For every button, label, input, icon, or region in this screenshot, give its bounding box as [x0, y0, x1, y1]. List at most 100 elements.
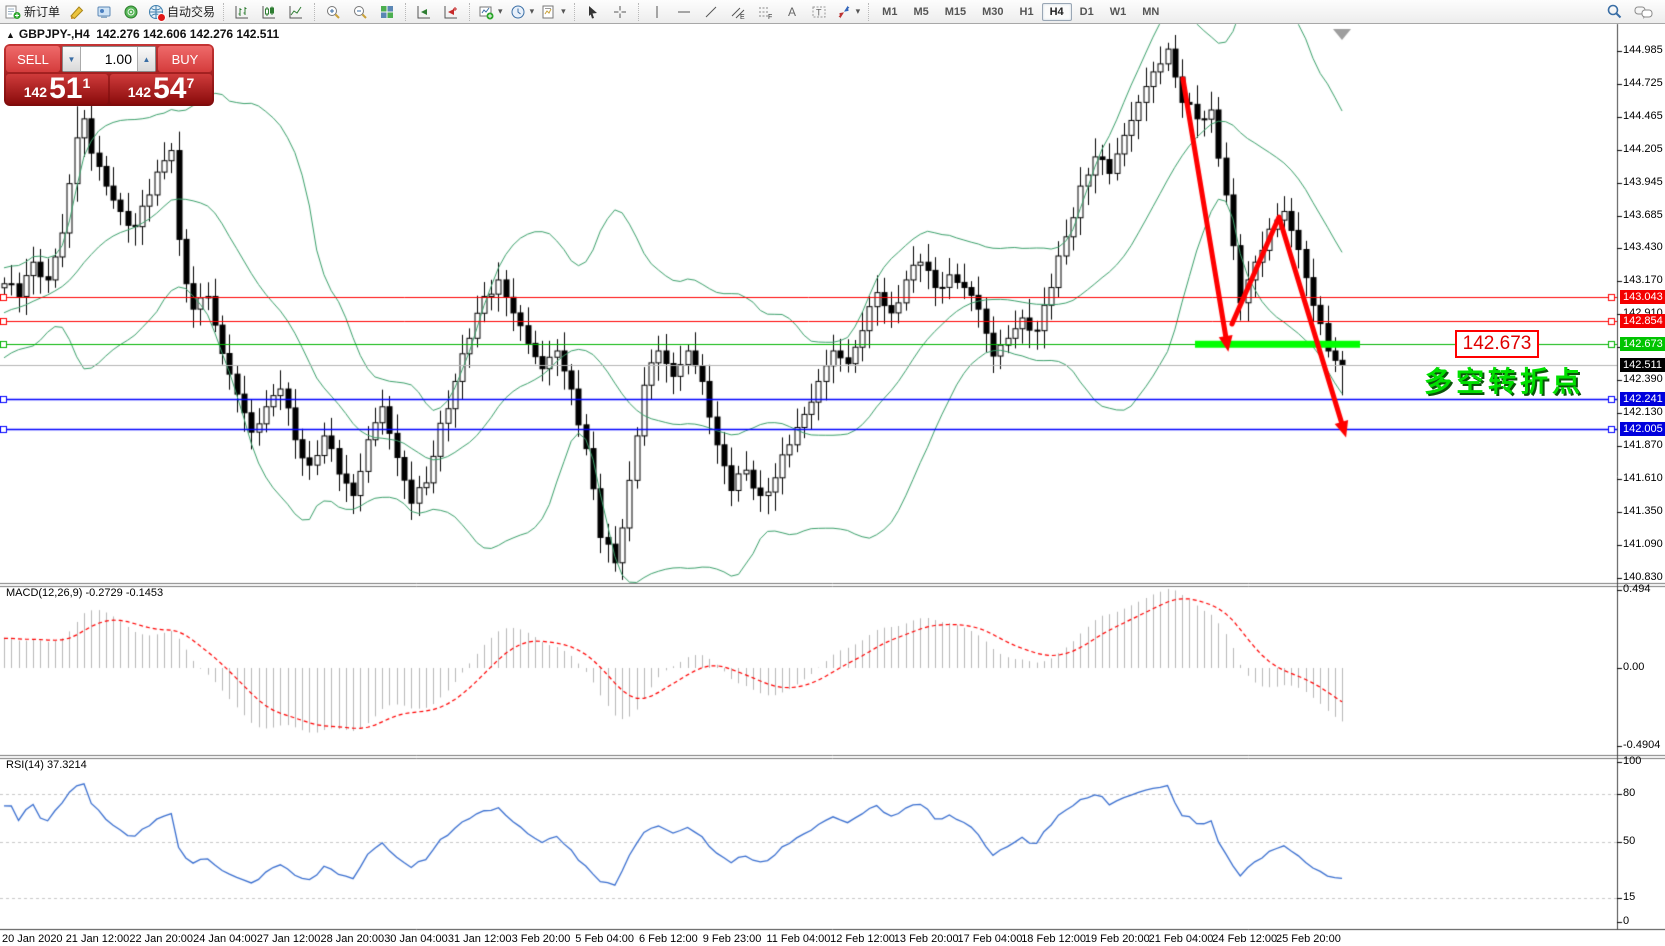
price-axis-tick[interactable]: 141.090	[1623, 538, 1663, 551]
strategy-tester-button[interactable]	[118, 2, 144, 22]
template-button[interactable]: ▾	[538, 2, 569, 22]
metaeditor-button[interactable]	[64, 2, 90, 22]
fibonacci-button[interactable]: F	[752, 2, 778, 22]
zoom-in-button[interactable]	[320, 2, 346, 22]
macd-axis-tick[interactable]: 0.494	[1623, 582, 1651, 595]
time-axis-label[interactable]: 22 Jan 20:00	[129, 933, 194, 945]
price-axis-tick[interactable]: 143.170	[1623, 274, 1663, 287]
macd-axis-tick[interactable]: -0.4904	[1623, 738, 1661, 751]
time-axis-label[interactable]: 27 Jan 12:00	[256, 933, 321, 945]
time-axis-label[interactable]: 13 Feb 20:00	[893, 933, 959, 945]
rsi-axis-tick[interactable]: 15	[1623, 891, 1636, 903]
price-axis-tick[interactable]: 141.870	[1623, 439, 1663, 452]
period-button[interactable]: ▾	[507, 2, 538, 22]
cursor-button[interactable]	[580, 2, 606, 22]
equidistant-channel-button[interactable]: E	[725, 2, 751, 22]
time-axis-label[interactable]: 30 Jan 04:00	[384, 933, 448, 945]
new-chart-button[interactable]: ▾	[475, 2, 506, 22]
one-click-trading-panel: SELL ▼ 1.00 ▲ BUY 142 51 1 142 54 7	[4, 44, 214, 106]
text-button[interactable]: A	[779, 2, 805, 22]
vertical-line-icon	[650, 4, 664, 20]
timeframe-m5-button[interactable]: M5	[913, 5, 929, 18]
timeframe-h1-button[interactable]: H1	[1019, 5, 1034, 18]
buy-price-display[interactable]: 142 54 7	[110, 74, 212, 104]
time-axis-label[interactable]: 12 Feb 12:00	[830, 933, 895, 945]
price-axis-tick[interactable]: 140.830	[1623, 571, 1663, 584]
timeframe-m30-button[interactable]: M30	[982, 5, 1004, 18]
macd-axis-tick[interactable]: 0.00	[1623, 661, 1645, 673]
bar-chart-button[interactable]	[229, 2, 255, 22]
toolbar-separator	[637, 2, 639, 21]
terminal-button[interactable]	[91, 2, 117, 22]
arrows-button[interactable]: ▾	[833, 2, 864, 22]
search-button[interactable]	[1601, 2, 1627, 22]
rsi-axis-tick[interactable]: 0	[1623, 915, 1630, 927]
price-axis-tick[interactable]: 142.130	[1623, 406, 1663, 419]
sell-price-big: 51	[49, 72, 83, 105]
time-axis-label[interactable]: 28 Jan 20:00	[320, 933, 385, 945]
sell-button[interactable]: SELL	[6, 46, 60, 72]
price-axis-tick[interactable]: 144.725	[1623, 76, 1663, 89]
volume-decrease-button[interactable]: ▼	[63, 47, 81, 71]
timeframe-w1-button[interactable]: W1	[1109, 5, 1127, 18]
time-axis-label[interactable]: 9 Feb 23:00	[702, 933, 762, 945]
price-axis-tick[interactable]: 143.430	[1623, 241, 1663, 254]
price-axis-tick[interactable]: 141.350	[1623, 505, 1663, 518]
time-axis-label[interactable]: 21 Jan 12:00	[65, 933, 130, 945]
time-axis-label[interactable]: 24 Feb 12:00	[1212, 933, 1278, 945]
collapse-marker-icon[interactable]: ▲	[6, 30, 15, 40]
time-axis-label[interactable]: 20 Jan 2020	[2, 933, 63, 945]
time-axis-label[interactable]: 24 Jan 04:00	[193, 933, 257, 945]
svg-text:T: T	[816, 7, 822, 17]
time-axis-label[interactable]: 19 Feb 20:00	[1084, 933, 1150, 945]
bar-chart-icon	[234, 4, 250, 20]
time-axis-label[interactable]: 25 Feb 20:00	[1276, 933, 1341, 945]
text-label-button[interactable]: T	[806, 2, 832, 22]
timeframe-h4-button[interactable]: H4	[1041, 2, 1072, 21]
candlestick-button[interactable]	[256, 2, 282, 22]
price-axis-tick[interactable]: 144.205	[1623, 142, 1663, 155]
buy-button[interactable]: BUY	[158, 46, 212, 72]
autotrading-button[interactable]: 自动交易	[145, 2, 218, 22]
price-axis-tick[interactable]: 143.685	[1623, 208, 1663, 221]
chart-shift-button[interactable]	[438, 2, 464, 22]
trendline-button[interactable]	[698, 2, 724, 22]
horizontal-line-button[interactable]	[671, 2, 697, 22]
template-icon	[541, 4, 557, 20]
volume-input[interactable]: 1.00	[104, 51, 132, 67]
time-axis-label[interactable]: 18 Feb 12:00	[1021, 933, 1087, 945]
time-axis-label[interactable]: 3 Feb 20:00	[511, 933, 571, 945]
time-axis-label[interactable]: 31 Jan 12:00	[447, 933, 512, 945]
cn-annotation[interactable]: 多空转折点	[1424, 366, 1585, 397]
auto-scroll-button[interactable]	[411, 2, 437, 22]
macd-label: MACD(12,26,9) -0.2729 -0.1453	[6, 587, 164, 599]
new-order-button[interactable]: 新订单	[2, 2, 63, 22]
timeframe-m1-button[interactable]: M1	[882, 5, 898, 18]
zoom-out-button[interactable]	[347, 2, 373, 22]
rsi-axis-tick[interactable]: 100	[1623, 755, 1642, 767]
timeframe-d1-button[interactable]: D1	[1079, 5, 1094, 18]
tile-windows-button[interactable]	[374, 2, 400, 22]
price-axis-tick[interactable]: 144.985	[1623, 44, 1663, 56]
rsi-axis-tick[interactable]: 80	[1623, 787, 1636, 799]
vertical-line-button[interactable]	[644, 2, 670, 22]
volume-increase-button[interactable]: ▲	[137, 47, 155, 71]
rsi-axis-tick[interactable]: 50	[1623, 835, 1636, 847]
crosshair-button[interactable]	[607, 2, 633, 22]
time-axis-label[interactable]: 17 Feb 04:00	[957, 933, 1023, 945]
price-axis-tick[interactable]: 143.945	[1623, 175, 1663, 188]
price-axis-tick[interactable]: 142.390	[1623, 373, 1663, 386]
chat-button[interactable]	[1631, 2, 1657, 22]
time-axis-label[interactable]: 21 Feb 04:00	[1148, 933, 1214, 945]
price-callout-box[interactable]: 142.673	[1455, 330, 1539, 358]
time-axis-label[interactable]: 6 Feb 12:00	[639, 933, 698, 945]
time-axis-label[interactable]: 11 Feb 04:00	[766, 933, 831, 945]
line-chart-button[interactable]	[283, 2, 309, 22]
price-axis-tick[interactable]: 144.465	[1623, 109, 1663, 122]
timeframe-mn-button[interactable]: MN	[1142, 5, 1160, 18]
price-axis-tick[interactable]: 141.610	[1623, 472, 1663, 485]
timeframe-m15-button[interactable]: M15	[944, 5, 967, 18]
time-axis-label[interactable]: 5 Feb 04:00	[575, 933, 635, 945]
sell-price-display[interactable]: 142 51 1	[6, 74, 108, 104]
